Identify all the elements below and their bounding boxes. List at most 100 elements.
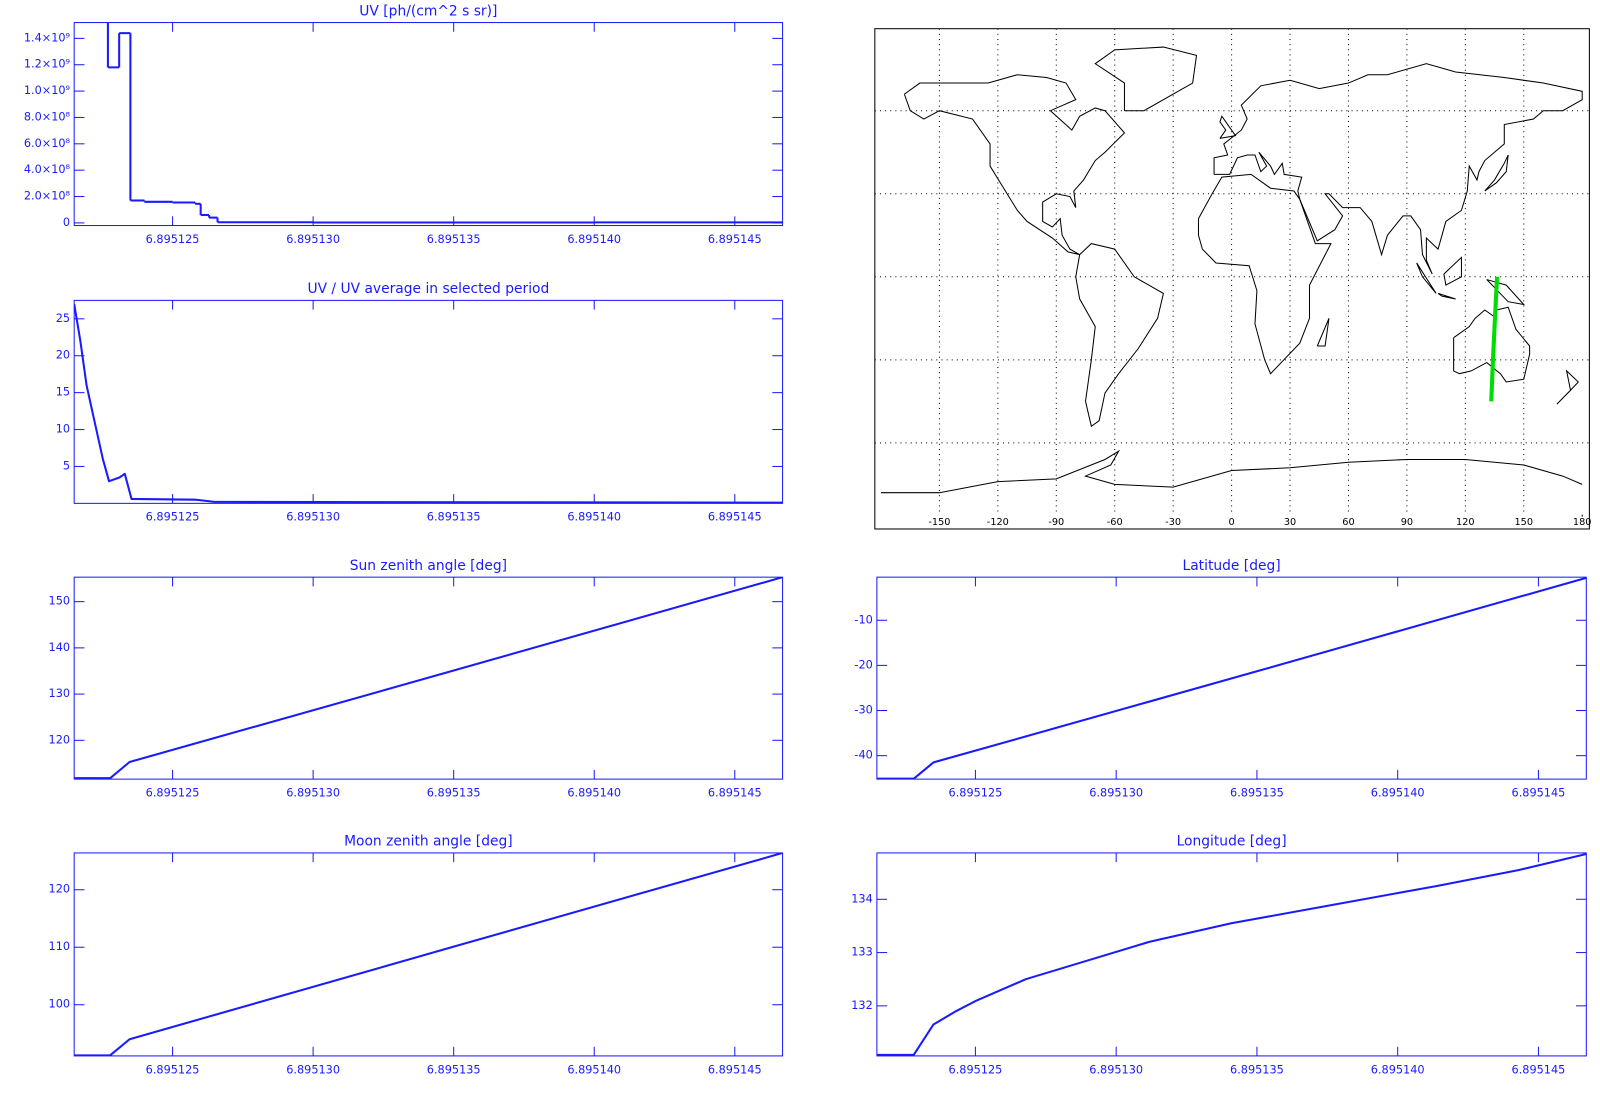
y-tick-label: 6.0×10⁸ xyxy=(24,137,71,150)
ground-track xyxy=(1489,276,1500,402)
coastline xyxy=(1556,369,1580,405)
y-tick-label: 140 xyxy=(49,641,71,654)
coastline xyxy=(1075,243,1165,428)
y-tick-label: 133 xyxy=(851,946,873,959)
x-tick-label: 6.895140 xyxy=(567,233,621,246)
x-tick-label: -90 xyxy=(1048,517,1064,528)
plot-frame xyxy=(73,852,784,1057)
x-tick-label: 120 xyxy=(1456,517,1475,528)
x-tick-label: 6.895140 xyxy=(567,786,621,799)
y-tick-label: -40 xyxy=(854,749,872,762)
x-tick-label: 6.895130 xyxy=(286,511,340,524)
x-tick-label: 6.895145 xyxy=(708,511,762,524)
x-tick-label: 6.895140 xyxy=(1371,1063,1425,1076)
y-tick-label: 15 xyxy=(56,386,70,399)
chart-title: UV / UV average in selected period xyxy=(307,281,549,297)
x-tick-label: 6.895140 xyxy=(567,511,621,524)
coastline xyxy=(1316,318,1330,347)
x-tick-label: 6.895135 xyxy=(427,1063,481,1076)
data-line xyxy=(876,853,1587,1056)
plot-area xyxy=(106,22,783,224)
plot-area xyxy=(74,852,783,1056)
plot-frame xyxy=(73,299,784,504)
data-line xyxy=(74,577,783,780)
chart-title: Longitude [deg] xyxy=(1177,834,1287,850)
y-tick-label: -10 xyxy=(854,613,872,626)
x-tick-label: -150 xyxy=(928,517,950,528)
coastline xyxy=(1437,292,1456,300)
x-tick-label: 30 xyxy=(1284,517,1296,528)
x-tick-label: -30 xyxy=(1165,517,1181,528)
x-tick-label: 6.895140 xyxy=(567,1063,621,1076)
y-tick-label: 132 xyxy=(851,999,873,1012)
chart-title: UV [ph/(cm^2 s sr)] xyxy=(359,3,497,19)
x-tick-label: 6.895130 xyxy=(286,233,340,246)
y-tick-label: 8.0×10⁸ xyxy=(24,110,71,123)
x-tick-label: 90 xyxy=(1401,517,1413,528)
chart-panel: Moon zenith angle [deg] 6.895125 6.895130 6… xyxy=(49,834,784,1076)
x-tick-label: 6.895125 xyxy=(146,1063,200,1076)
x-tick-label: 6.895145 xyxy=(708,233,762,246)
x-tick-label: 6.895135 xyxy=(427,786,481,799)
coastline xyxy=(1219,115,1237,139)
chart-panel: UV / UV average in selected period 6.8951… xyxy=(56,281,784,524)
coastline xyxy=(1486,279,1526,306)
y-tick-label: 150 xyxy=(49,595,71,608)
y-tick-label: 120 xyxy=(49,883,71,896)
coastline xyxy=(880,449,1583,494)
x-tick-label: 6.895135 xyxy=(427,233,481,246)
x-tick-label: 180 xyxy=(1573,517,1592,528)
plot-area xyxy=(74,303,783,504)
plot-area xyxy=(74,577,783,780)
coastline xyxy=(903,74,1126,256)
x-tick-label: 6.895125 xyxy=(146,511,200,524)
x-tick-label: 6.895130 xyxy=(286,1063,340,1076)
chart-title: Moon zenith angle [deg] xyxy=(344,834,513,850)
plot-frame xyxy=(876,852,1587,1057)
chart-panel: Latitude [deg] 6.895125 6.895130 6.895135 6.… xyxy=(854,558,1587,799)
x-tick-label: 0 xyxy=(1228,517,1234,528)
coastline xyxy=(1416,262,1437,294)
x-tick-label: 6.895145 xyxy=(708,1063,762,1076)
y-tick-label: 130 xyxy=(49,687,71,700)
y-tick-label: 20 xyxy=(56,349,70,362)
x-tick-label: -120 xyxy=(987,517,1009,528)
y-tick-label: 10 xyxy=(56,423,70,436)
x-tick-label: 6.895135 xyxy=(1230,1063,1284,1076)
coastline xyxy=(1453,306,1531,383)
x-tick-label: 6.895145 xyxy=(1512,786,1566,799)
data-line xyxy=(876,577,1587,780)
chart-title: Latitude [deg] xyxy=(1183,558,1281,574)
x-tick-label: 6.895130 xyxy=(286,786,340,799)
x-tick-label: 6.895125 xyxy=(949,1063,1003,1076)
data-line xyxy=(74,303,783,504)
x-tick-label: 60 xyxy=(1342,517,1354,528)
y-tick-label: -30 xyxy=(854,704,872,717)
plot-area xyxy=(876,853,1587,1056)
chart-panel: Longitude [deg] 6.895125 6.895130 6.895135 6… xyxy=(851,834,1587,1076)
y-tick-label: 120 xyxy=(49,733,71,746)
y-tick-label: 100 xyxy=(49,998,71,1011)
plot-area xyxy=(1489,276,1500,402)
plot-frame xyxy=(876,576,1587,780)
coastline xyxy=(1213,63,1583,275)
plot-frame xyxy=(73,22,784,227)
x-tick-label: 6.895130 xyxy=(1089,786,1143,799)
map-panel: -150 -120 -90 -60 -30 0 30 60 90 120 150 180 xyxy=(874,28,1592,530)
coastline xyxy=(1484,154,1509,192)
plot-area xyxy=(876,577,1587,780)
y-tick-label: 5 xyxy=(63,459,70,472)
x-tick-label: 6.895135 xyxy=(1230,786,1284,799)
y-tick-label: 1.4×10⁹ xyxy=(24,31,71,44)
x-tick-label: 150 xyxy=(1514,517,1533,528)
x-tick-label: 6.895140 xyxy=(1371,786,1425,799)
coastline xyxy=(1094,46,1198,112)
x-tick-label: 6.895135 xyxy=(427,511,481,524)
y-tick-label: -20 xyxy=(854,658,872,671)
coastline xyxy=(1197,173,1332,375)
coastline xyxy=(1443,256,1462,286)
x-tick-label: 6.895145 xyxy=(708,786,762,799)
map-frame xyxy=(874,28,1590,530)
y-tick-label: 0 xyxy=(63,216,70,229)
